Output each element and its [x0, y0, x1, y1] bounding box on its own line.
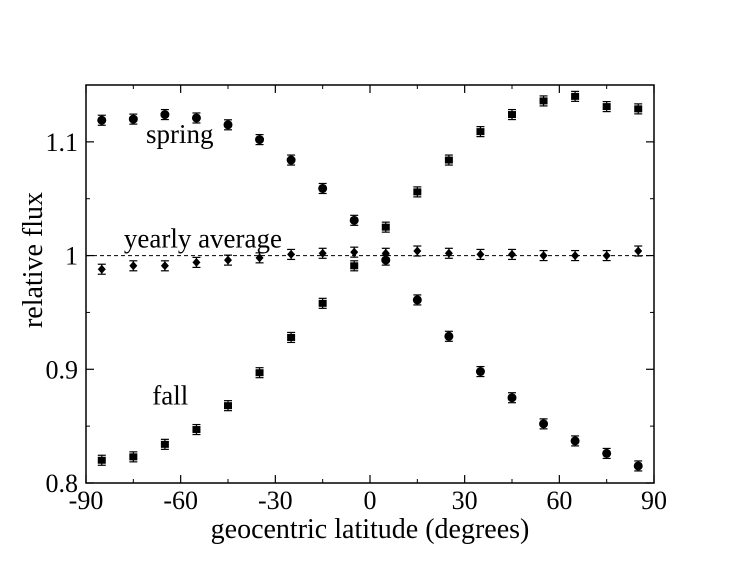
data-point	[287, 333, 296, 341]
data-point	[255, 369, 264, 377]
data-point	[160, 110, 170, 120]
x-axis-title: geocentric latitude (degrees)	[211, 514, 530, 545]
y-tick-label: 0.9	[46, 355, 79, 384]
data-point	[413, 188, 422, 196]
data-point	[508, 111, 516, 119]
data-point	[128, 114, 138, 124]
annotation-label: yearly average	[124, 224, 282, 254]
x-tick-label: 60	[546, 486, 572, 515]
data-point	[475, 367, 485, 377]
data-point	[191, 113, 201, 123]
data-point	[476, 128, 485, 136]
y-axis-title: relative flux	[18, 192, 49, 328]
data-point	[129, 453, 138, 461]
x-tick-label: 0	[364, 486, 377, 515]
data-point	[413, 246, 422, 256]
y-tick-label: 0.8	[46, 469, 79, 498]
data-point	[381, 223, 390, 231]
data-point	[633, 461, 643, 471]
data-point	[539, 97, 548, 105]
data-point	[571, 251, 580, 261]
data-point	[570, 436, 580, 446]
x-tick-label: -30	[258, 486, 293, 515]
data-point	[224, 255, 232, 265]
data-point	[444, 331, 454, 341]
data-point	[349, 215, 359, 225]
data-point	[350, 247, 359, 257]
data-point	[412, 295, 422, 305]
data-point	[602, 251, 611, 261]
annotation-label: spring	[146, 119, 214, 149]
x-tick-label: -90	[69, 486, 104, 515]
x-tick-label: -60	[163, 486, 198, 515]
data-point	[287, 249, 296, 259]
data-point	[350, 262, 359, 270]
data-point	[318, 248, 327, 258]
data-point	[223, 120, 233, 130]
y-tick-label: 1.1	[46, 128, 79, 157]
data-point	[507, 393, 517, 403]
data-point	[444, 156, 453, 164]
data-point	[539, 419, 549, 429]
data-point	[602, 103, 611, 111]
data-point	[318, 183, 328, 193]
y-tick-label: 1	[65, 242, 78, 271]
data-point	[97, 115, 107, 125]
data-point	[224, 402, 232, 410]
data-point	[508, 249, 516, 259]
annotation-label: fall	[152, 381, 188, 411]
data-point	[381, 248, 390, 258]
data-point	[129, 261, 138, 271]
x-tick-label: 90	[641, 486, 667, 515]
data-point	[255, 253, 264, 263]
data-point	[192, 426, 201, 434]
data-point	[97, 456, 106, 464]
data-point	[634, 105, 643, 113]
data-point	[571, 92, 580, 100]
data-point	[634, 246, 643, 256]
data-point	[444, 248, 453, 258]
data-point	[602, 448, 612, 458]
data-point	[318, 299, 327, 307]
data-point	[476, 249, 485, 259]
data-point	[255, 135, 265, 145]
data-point	[97, 264, 106, 274]
data-point	[286, 155, 296, 165]
data-point	[192, 257, 201, 267]
data-point	[160, 261, 169, 271]
data-point	[539, 251, 548, 261]
x-tick-label: 30	[452, 486, 478, 515]
data-point	[160, 440, 169, 448]
